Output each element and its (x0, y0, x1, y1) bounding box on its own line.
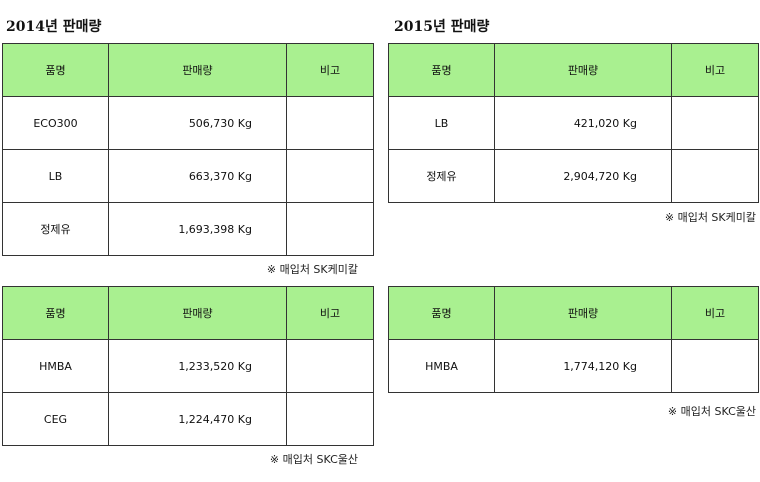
sales-table-2014-skc-ulsan: 품명 판매량 비고 HMBA 1,233,520 Kg CEG 1,224,47… (2, 286, 374, 446)
table-row: LB 421,020 Kg (388, 96, 759, 150)
supplier-note-2014-sk-chemical: ※ 매입처 SK케미칼 (266, 263, 358, 276)
table-row: HMBA 1,774,120 Kg (388, 339, 759, 393)
header-product: 품명 (2, 43, 109, 97)
product-cell: HMBA (2, 339, 109, 393)
title-2014: 2014년 판매량 (6, 19, 102, 35)
sales-table-2015-sk-chemical: 품명 판매량 비고 LB 421,020 Kg 정제유 2,904,720 Kg (388, 43, 759, 203)
header-product: 품명 (388, 43, 495, 97)
product-cell: ECO300 (2, 96, 109, 150)
remarks-cell (286, 392, 374, 446)
header-sales: 판매량 (108, 43, 287, 97)
remarks-cell (286, 202, 374, 256)
header-remarks: 비고 (671, 286, 759, 340)
table-row: HMBA 1,233,520 Kg (2, 339, 374, 393)
sales-cell: 1,224,470 Kg (108, 392, 287, 446)
header-product: 품명 (2, 286, 109, 340)
product-cell: HMBA (388, 339, 495, 393)
table-header-row: 품명 판매량 비고 (388, 286, 759, 340)
table-row: ECO300 506,730 Kg (2, 96, 374, 150)
title-2015: 2015년 판매량 (394, 19, 490, 35)
table-row: CEG 1,224,470 Kg (2, 392, 374, 446)
supplier-note-2014-skc-ulsan: ※ 매입처 SKC울산 (269, 453, 358, 466)
remarks-cell (286, 339, 374, 393)
header-sales: 판매량 (108, 286, 287, 340)
remarks-cell (671, 149, 759, 203)
sales-cell: 1,774,120 Kg (494, 339, 672, 393)
sales-cell: 663,370 Kg (108, 149, 287, 203)
product-cell: 정제유 (388, 149, 495, 203)
sales-cell: 506,730 Kg (108, 96, 287, 150)
table-header-row: 품명 판매량 비고 (2, 43, 374, 97)
sales-cell: 1,233,520 Kg (108, 339, 287, 393)
header-remarks: 비고 (286, 286, 374, 340)
table-row: 정제유 1,693,398 Kg (2, 202, 374, 256)
product-cell: LB (2, 149, 109, 203)
product-cell: 정제유 (2, 202, 109, 256)
sales-cell: 2,904,720 Kg (494, 149, 672, 203)
remarks-cell (671, 96, 759, 150)
header-remarks: 비고 (671, 43, 759, 97)
sales-table-2014-sk-chemical: 품명 판매량 비고 ECO300 506,730 Kg LB 663,370 K… (2, 43, 374, 256)
sales-cell: 421,020 Kg (494, 96, 672, 150)
supplier-note-2015-skc-ulsan: ※ 매입처 SKC울산 (667, 405, 756, 418)
header-sales: 판매량 (494, 286, 672, 340)
header-sales: 판매량 (494, 43, 672, 97)
table-header-row: 품명 판매량 비고 (388, 43, 759, 97)
table-row: LB 663,370 Kg (2, 149, 374, 203)
supplier-note-2015-sk-chemical: ※ 매입처 SK케미칼 (664, 211, 756, 224)
remarks-cell (286, 96, 374, 150)
header-product: 품명 (388, 286, 495, 340)
header-remarks: 비고 (286, 43, 374, 97)
table-header-row: 품명 판매량 비고 (2, 286, 374, 340)
sales-cell: 1,693,398 Kg (108, 202, 287, 256)
remarks-cell (286, 149, 374, 203)
table-row: 정제유 2,904,720 Kg (388, 149, 759, 203)
product-cell: LB (388, 96, 495, 150)
remarks-cell (671, 339, 759, 393)
product-cell: CEG (2, 392, 109, 446)
sales-table-2015-skc-ulsan: 품명 판매량 비고 HMBA 1,774,120 Kg (388, 286, 759, 393)
